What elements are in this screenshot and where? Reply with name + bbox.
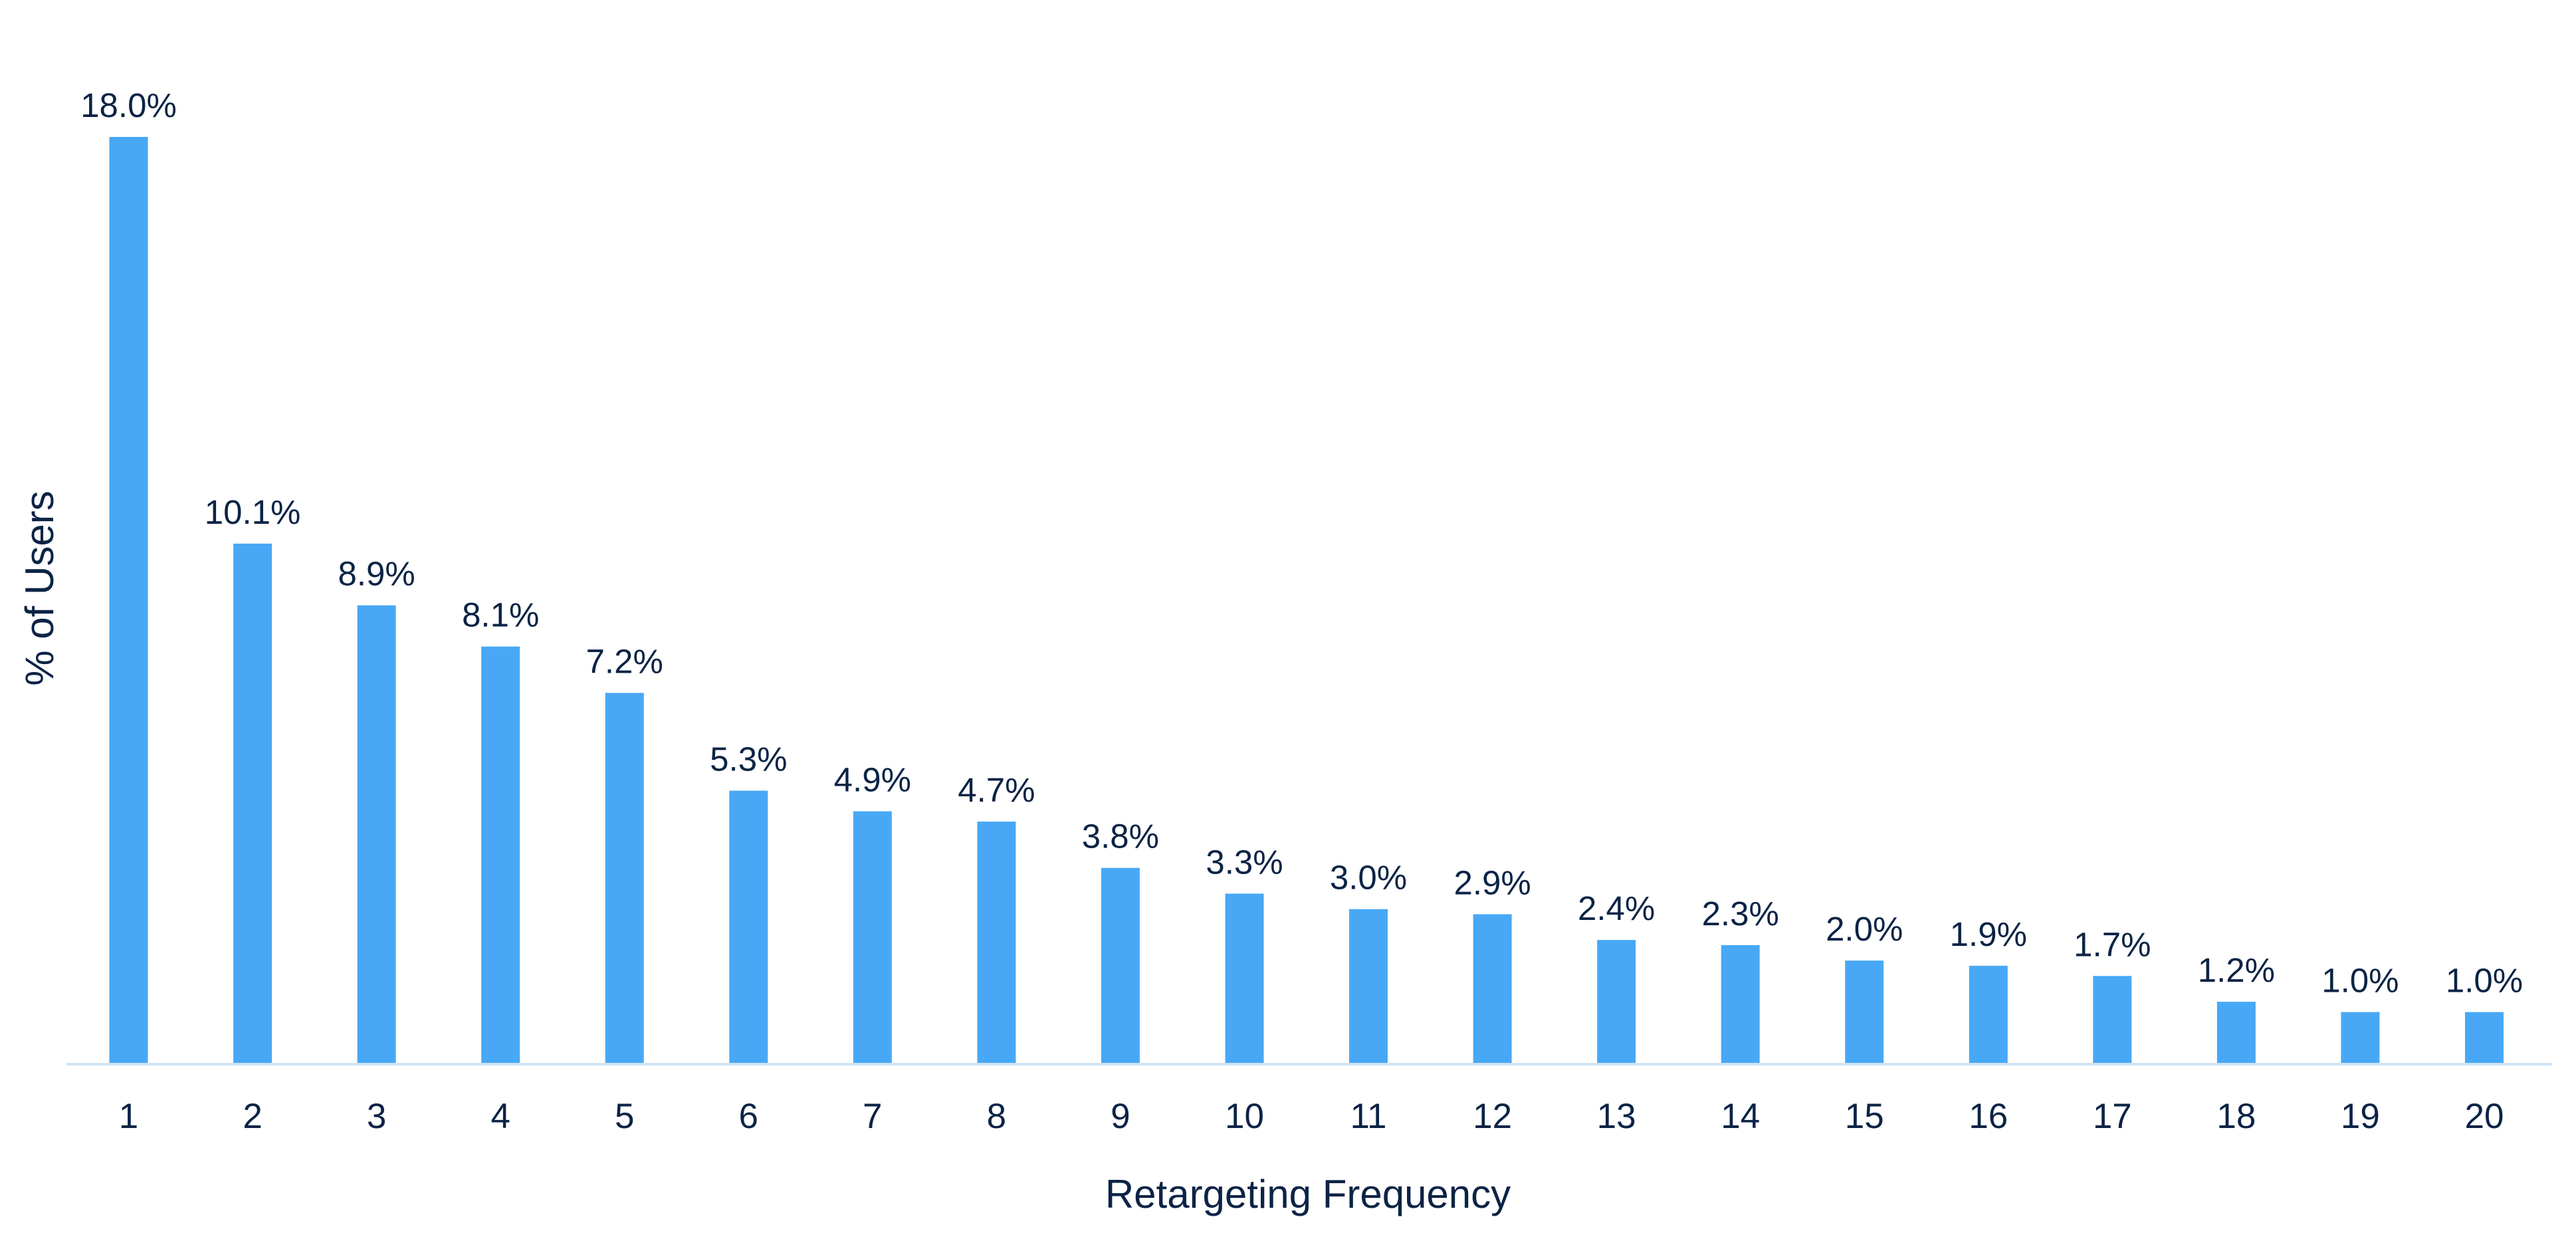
x-tick-label-7: 7 <box>863 1097 882 1136</box>
x-tick-label-8: 8 <box>987 1097 1006 1136</box>
bar-14 <box>1721 945 1760 1064</box>
x-tick-label-14: 14 <box>1721 1097 1760 1136</box>
value-label-18: 1.2% <box>2198 951 2275 989</box>
value-label-4: 8.1% <box>462 596 539 634</box>
x-tick-label-4: 4 <box>490 1097 510 1136</box>
value-label-13: 2.4% <box>1578 889 1655 927</box>
value-label-5: 7.2% <box>586 642 663 680</box>
x-tick-labels-layer: 1 2 3 4 5 6 7 8 9 10 11 12 13 14 15 16 17 18 19 20 <box>119 1097 2504 1136</box>
bar-5 <box>605 693 644 1064</box>
x-tick-label-9: 9 <box>1111 1097 1130 1136</box>
x-tick-label-5: 5 <box>615 1097 634 1136</box>
bar-2 <box>233 543 272 1064</box>
x-tick-label-6: 6 <box>739 1097 758 1136</box>
bar-16 <box>1969 965 2008 1064</box>
value-label-2: 10.1% <box>205 493 301 531</box>
value-labels-layer: 18.0% 10.1% 8.9% 8.1% 7.2% 5.3% 4.9% 4.7% 3.8% 3.… <box>80 86 2523 1000</box>
bar-6 <box>729 790 768 1064</box>
x-tick-label-13: 13 <box>1597 1097 1636 1136</box>
bar-18 <box>2216 1002 2256 1064</box>
bar-13 <box>1597 940 1636 1064</box>
bar-1 <box>109 137 148 1064</box>
x-tick-label-20: 20 <box>2465 1097 2504 1136</box>
y-axis-title: % of Users <box>17 491 62 685</box>
bar-17 <box>2093 976 2132 1064</box>
bar-11 <box>1349 909 1388 1064</box>
value-label-16: 1.9% <box>1950 915 2027 953</box>
bar-7 <box>853 811 892 1064</box>
x-axis-title: Retargeting Frequency <box>1105 1172 1511 1216</box>
x-tick-label-15: 15 <box>1845 1097 1884 1136</box>
bar-12 <box>1473 914 1512 1064</box>
value-label-10: 3.3% <box>1206 843 1283 881</box>
value-label-7: 4.9% <box>834 761 911 799</box>
bar-3 <box>357 605 396 1064</box>
bar-15 <box>1845 961 1884 1064</box>
value-label-3: 8.9% <box>338 555 415 593</box>
value-label-9: 3.8% <box>1082 818 1159 855</box>
x-tick-label-19: 19 <box>2341 1097 2380 1136</box>
x-tick-label-18: 18 <box>2216 1097 2256 1136</box>
x-tick-label-1: 1 <box>119 1097 138 1136</box>
x-tick-label-2: 2 <box>243 1097 262 1136</box>
x-tick-label-3: 3 <box>367 1097 386 1136</box>
bar-20 <box>2465 1012 2504 1064</box>
value-label-1: 18.0% <box>80 86 177 124</box>
bars-layer <box>109 137 2504 1064</box>
value-label-14: 2.3% <box>1702 895 1779 933</box>
x-tick-label-10: 10 <box>1225 1097 1264 1136</box>
x-tick-label-11: 11 <box>1350 1097 1386 1136</box>
value-label-19: 1.0% <box>2321 962 2399 1000</box>
bar-19 <box>2341 1012 2380 1064</box>
bar-4 <box>481 646 520 1064</box>
value-label-12: 2.9% <box>1453 863 1531 901</box>
value-label-15: 2.0% <box>1826 910 1903 948</box>
bar-8 <box>977 822 1016 1064</box>
x-tick-label-12: 12 <box>1473 1097 1512 1136</box>
value-label-11: 3.0% <box>1330 859 1407 897</box>
value-label-20: 1.0% <box>2446 962 2523 1000</box>
bar-9 <box>1101 867 1140 1064</box>
bar-10 <box>1225 893 1264 1064</box>
x-tick-label-17: 17 <box>2093 1097 2132 1136</box>
value-label-6: 5.3% <box>710 740 787 778</box>
x-tick-label-16: 16 <box>1969 1097 2008 1136</box>
value-label-8: 4.7% <box>958 771 1035 809</box>
value-label-17: 1.7% <box>2074 925 2151 963</box>
